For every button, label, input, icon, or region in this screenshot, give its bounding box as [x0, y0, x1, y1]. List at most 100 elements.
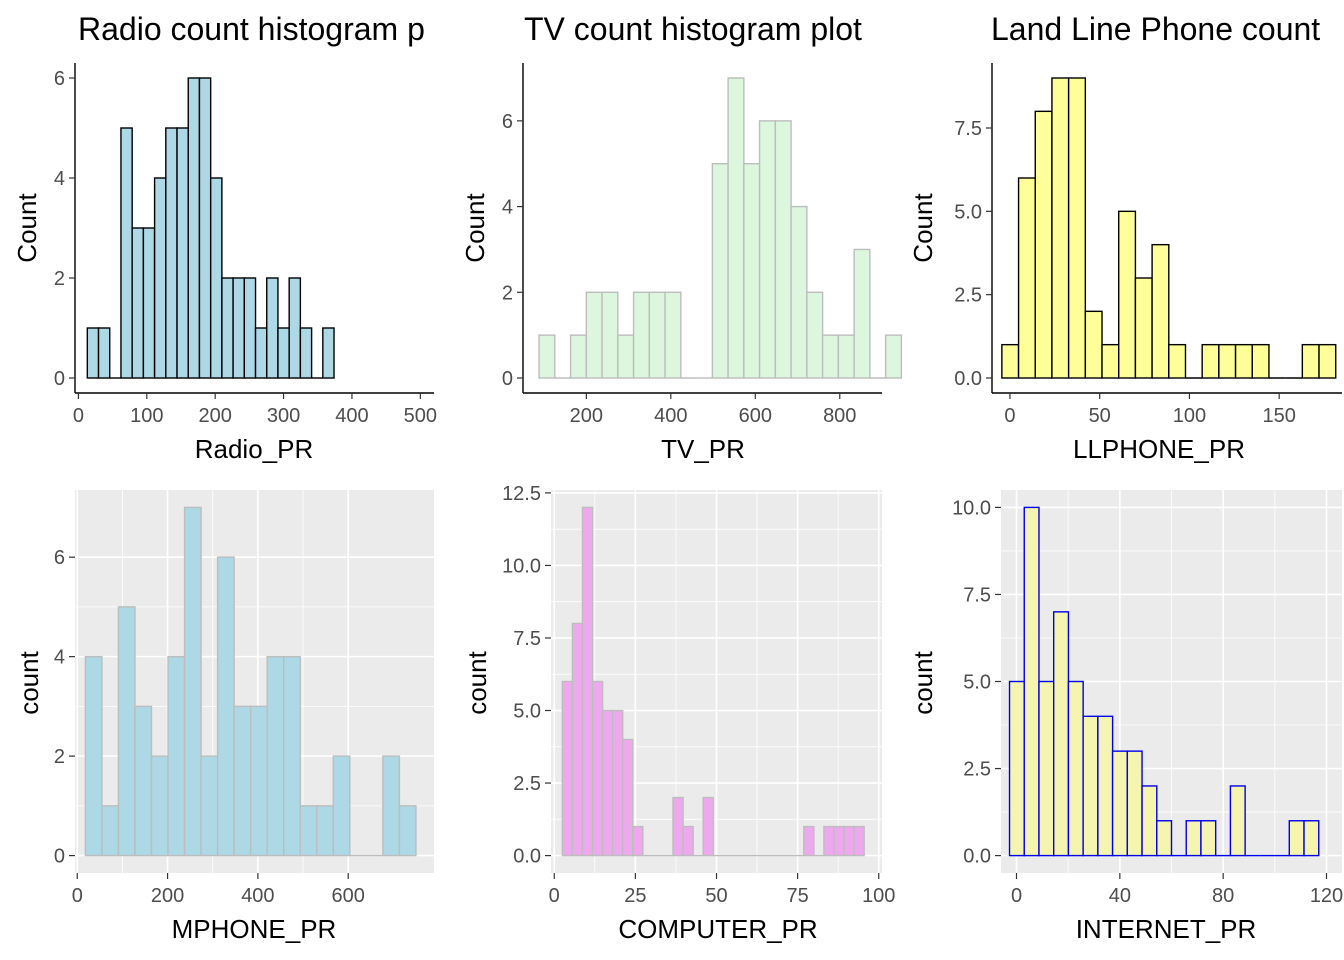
- x-axis-label: INTERNET_PR: [1076, 914, 1257, 944]
- x-axis-label: MPHONE_PR: [172, 914, 337, 944]
- histogram-bar: [1111, 750, 1129, 857]
- chart-panel-computer: COMPUTER_PR count 0 25 50 75 100 0.0 2.5 5.0 7.5…: [462, 483, 895, 944]
- y-tick-label: 0.0: [963, 846, 991, 868]
- x-tick-label: 400: [654, 405, 687, 427]
- y-tick-label: 12.5: [502, 483, 541, 505]
- histogram-bar: [266, 277, 279, 379]
- x-tick-label: 300: [267, 405, 300, 427]
- histogram-bar: [142, 227, 156, 379]
- y-tick-label: 6: [54, 68, 65, 90]
- histogram-bar: [1229, 785, 1246, 857]
- histogram-bar: [299, 327, 313, 379]
- plot-area: 0 25 50 75 100 0.0 2.5 5.0 7.5 10.0 12.5: [502, 483, 895, 907]
- histogram-bar: [1126, 750, 1143, 857]
- x-axis-label: TV_PR: [661, 434, 745, 464]
- histogram-bar: [790, 205, 808, 379]
- y-tick-label: 0.0: [954, 368, 982, 390]
- histogram-bar: [117, 606, 136, 857]
- histogram-bar: [727, 77, 745, 379]
- histogram-bar: [774, 120, 792, 379]
- x-tick-label: 600: [332, 885, 365, 907]
- x-tick-label: 400: [241, 885, 274, 907]
- histogram-bar: [277, 327, 290, 379]
- histogram-bar: [167, 655, 186, 857]
- histogram-bar: [648, 291, 666, 379]
- chart-panel-mphone: MPHONE_PR count 0 200 400 600 0 2 4 6: [14, 490, 434, 944]
- histogram-bar: [266, 655, 285, 857]
- x-tick-label: 150: [1262, 405, 1295, 427]
- x-tick-label: 600: [739, 405, 772, 427]
- x-tick-label: 80: [1212, 885, 1234, 907]
- x-axis-label: COMPUTER_PR: [618, 914, 817, 944]
- x-tick-label: 0: [72, 885, 83, 907]
- x-tick-label: 800: [823, 405, 856, 427]
- x-tick-label: 200: [151, 885, 184, 907]
- y-tick-label: 7.5: [954, 118, 982, 140]
- histogram-bar: [1201, 343, 1220, 379]
- histogram-bar: [134, 705, 153, 857]
- histogram-bar: [702, 796, 714, 857]
- histogram-bar: [843, 825, 855, 857]
- x-axis-label: LLPHONE_PR: [1073, 434, 1245, 464]
- x-tick-label: 0: [549, 885, 560, 907]
- histogram-bar: [283, 655, 301, 857]
- histogram-bar: [853, 825, 865, 857]
- histogram-bar: [1001, 343, 1020, 379]
- histogram-bar: [176, 127, 189, 379]
- histogram-bar: [1141, 785, 1158, 857]
- histogram-bar: [120, 127, 133, 379]
- histogram-bar: [743, 163, 761, 379]
- histogram-bar: [622, 738, 634, 857]
- y-tick-label: 10.0: [502, 555, 541, 577]
- histogram-bar: [299, 805, 318, 857]
- histogram-bar: [569, 334, 588, 379]
- x-tick-label: 40: [1109, 885, 1131, 907]
- histogram-bar: [1067, 680, 1084, 857]
- histogram-bar: [585, 291, 603, 379]
- histogram-bar: [187, 77, 201, 379]
- histogram-bar: [1101, 343, 1120, 379]
- histogram-bar: [1301, 343, 1320, 379]
- histogram-bar: [853, 248, 871, 379]
- x-tick-label: 75: [787, 885, 809, 907]
- chart-panel-internet: INTERNET_PR count 0 40 80 120 0.0 2.5 5.0 7.5 10…: [908, 490, 1343, 944]
- histogram-bar: [601, 709, 614, 857]
- x-tick-label: 200: [570, 405, 603, 427]
- histogram-bar: [1084, 310, 1103, 379]
- x-tick-label: 200: [198, 405, 231, 427]
- histogram-bar: [1051, 77, 1070, 379]
- chart-title: TV count histogram plot: [524, 11, 862, 47]
- y-tick-label: 4: [502, 197, 513, 219]
- y-tick-label: 0.0: [513, 846, 541, 868]
- histogram-bar: [682, 825, 694, 857]
- histogram-bar: [1008, 680, 1025, 857]
- histogram-bar: [150, 755, 169, 857]
- histogram-bar: [561, 680, 574, 857]
- histogram-bar: [249, 705, 268, 857]
- x-tick-label: 0: [1011, 885, 1022, 907]
- histogram-bar: [254, 327, 268, 379]
- histogram-bar: [611, 709, 624, 857]
- histogram-bar: [1185, 820, 1202, 857]
- histogram-bar: [1151, 243, 1170, 379]
- histogram-bar: [101, 805, 120, 857]
- y-axis-label: count: [908, 650, 938, 714]
- histogram-bar: [216, 556, 235, 857]
- histogram-bar: [221, 277, 234, 379]
- x-tick-label: 100: [130, 405, 163, 427]
- histogram-bar: [232, 277, 246, 379]
- chart-panel-llphone: Land Line Phone count LLPHONE_PR Count 0…: [908, 11, 1342, 464]
- histogram-bar: [153, 177, 167, 379]
- histogram-bar: [821, 334, 840, 379]
- y-tick-label: 7.5: [963, 584, 991, 606]
- histogram-bar: [165, 127, 178, 379]
- histogram-bar: [837, 334, 855, 379]
- histogram-bar: [664, 291, 682, 379]
- histogram-bar: [632, 825, 644, 857]
- x-axis-label: Radio_PR: [195, 434, 314, 464]
- histogram-bar: [711, 163, 729, 379]
- histogram-bar: [97, 327, 111, 379]
- histogram-bar: [183, 506, 202, 857]
- histogram-bar: [233, 705, 252, 857]
